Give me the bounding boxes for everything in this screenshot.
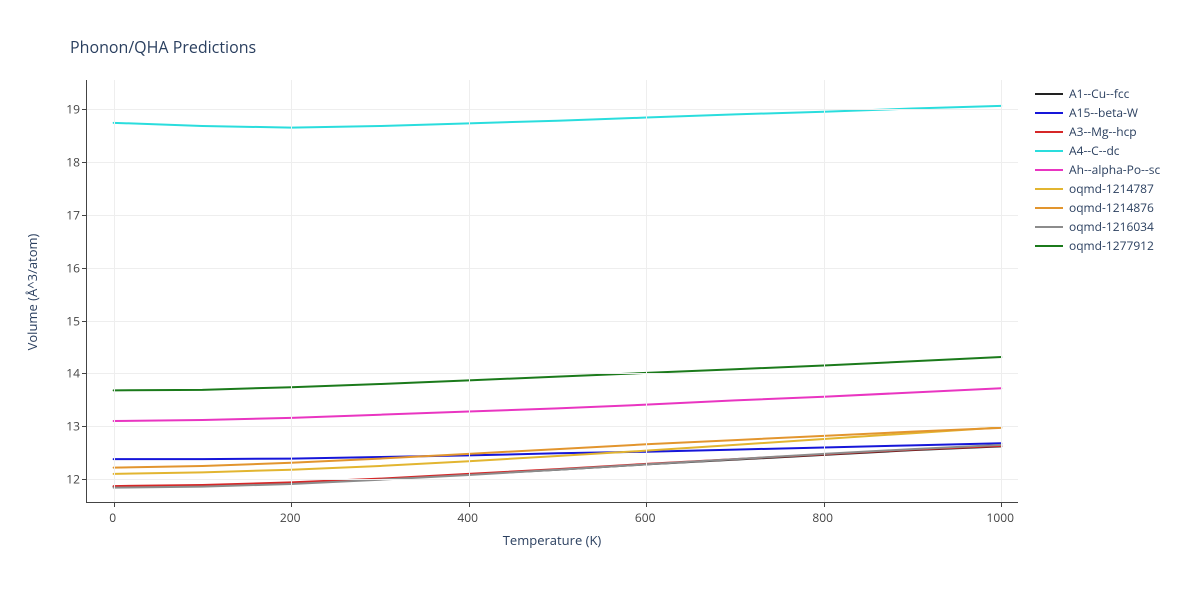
gridline-v (824, 80, 825, 502)
y-tick-label: 19 (66, 101, 86, 118)
legend: A1--Cu--fcc A15--beta-W A3--Mg--hcp A4--C--… (1035, 84, 1160, 255)
chart-title: Phonon/QHA Predictions (70, 36, 256, 58)
legend-swatch (1035, 131, 1063, 133)
gridline-h (87, 109, 1018, 110)
y-tick-label: 13 (66, 418, 86, 435)
legend-swatch (1035, 188, 1063, 190)
gridline-h (87, 162, 1018, 163)
tick-mark-x (646, 502, 647, 507)
legend-swatch (1035, 150, 1063, 152)
x-tick-label: 400 (457, 509, 478, 526)
gridline-v (646, 80, 647, 502)
tick-mark-x (291, 502, 292, 507)
legend-label: oqmd-1216034 (1069, 218, 1154, 235)
y-tick-label: 17 (66, 206, 86, 223)
legend-swatch (1035, 207, 1063, 209)
legend-item[interactable]: Ah--alpha-Po--sc (1035, 160, 1160, 179)
legend-label: A3--Mg--hcp (1069, 123, 1137, 140)
y-axis-label: Volume (Å^3/atom) (23, 233, 41, 350)
legend-item[interactable]: A4--C--dc (1035, 141, 1160, 160)
gridline-v (469, 80, 470, 502)
gridline-h (87, 479, 1018, 480)
legend-item[interactable]: oqmd-1214787 (1035, 179, 1160, 198)
series-line[interactable] (114, 388, 1002, 421)
y-tick-label: 14 (66, 365, 86, 382)
legend-label: oqmd-1214787 (1069, 180, 1154, 197)
y-tick-label: 12 (66, 471, 86, 488)
y-tick-label: 15 (66, 312, 86, 329)
tick-mark-x (114, 502, 115, 507)
x-tick-label: 1000 (987, 509, 1014, 526)
series-line[interactable] (114, 445, 1002, 488)
y-tick-label: 18 (66, 153, 86, 170)
tick-mark-x (469, 502, 470, 507)
legend-label: Ah--alpha-Po--sc (1069, 161, 1160, 178)
gridline-v (291, 80, 292, 502)
legend-label: oqmd-1214876 (1069, 199, 1154, 216)
series-line[interactable] (114, 428, 1002, 468)
legend-item[interactable]: oqmd-1216034 (1035, 217, 1160, 236)
x-tick-label: 600 (635, 509, 656, 526)
legend-item[interactable]: oqmd-1214876 (1035, 198, 1160, 217)
x-tick-label: 200 (280, 509, 301, 526)
gridline-h (87, 373, 1018, 374)
gridline-h (87, 268, 1018, 269)
legend-item[interactable]: A15--beta-W (1035, 103, 1160, 122)
legend-label: A1--Cu--fcc (1069, 85, 1129, 102)
plot-area[interactable] (86, 80, 1018, 503)
legend-swatch (1035, 112, 1063, 114)
legend-swatch (1035, 226, 1063, 228)
chart-container: Phonon/QHA Predictions Temperature (K) V… (0, 0, 1200, 600)
series-layer (87, 80, 1019, 503)
legend-item[interactable]: A1--Cu--fcc (1035, 84, 1160, 103)
x-tick-label: 0 (109, 509, 116, 526)
gridline-h (87, 426, 1018, 427)
legend-item[interactable]: oqmd-1277912 (1035, 236, 1160, 255)
gridline-v (114, 80, 115, 502)
legend-swatch (1035, 169, 1063, 171)
legend-label: oqmd-1277912 (1069, 237, 1154, 254)
legend-swatch (1035, 245, 1063, 247)
legend-label: A4--C--dc (1069, 142, 1120, 159)
legend-swatch (1035, 93, 1063, 95)
gridline-v (1001, 80, 1002, 502)
tick-mark-x (1001, 502, 1002, 507)
x-axis-label: Temperature (K) (503, 531, 602, 549)
y-tick-label: 16 (66, 259, 86, 276)
x-tick-label: 800 (812, 509, 833, 526)
gridline-h (87, 321, 1018, 322)
legend-label: A15--beta-W (1069, 104, 1138, 121)
gridline-h (87, 215, 1018, 216)
tick-mark-x (824, 502, 825, 507)
legend-item[interactable]: A3--Mg--hcp (1035, 122, 1160, 141)
